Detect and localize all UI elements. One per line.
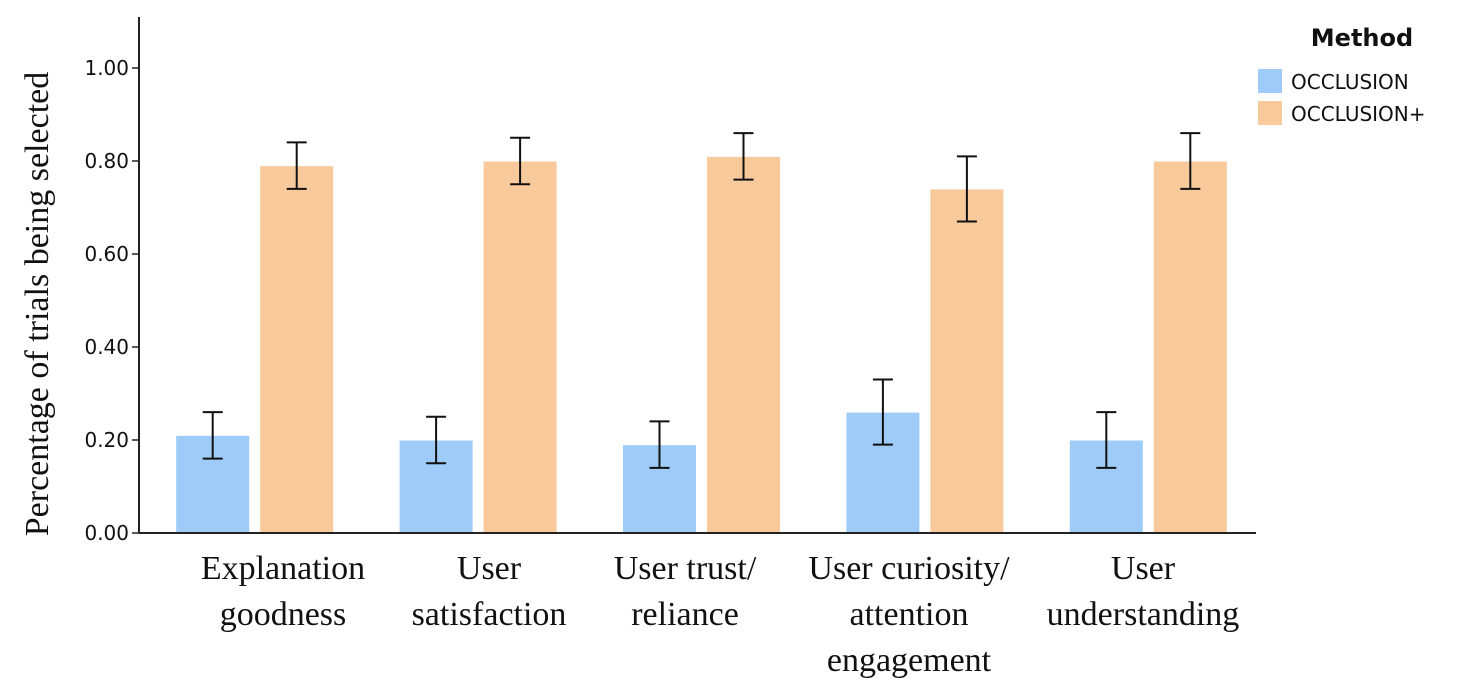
y-tick-label: 1.00	[84, 56, 129, 80]
legend: Method OCCLUSION OCCLUSION+	[1258, 24, 1426, 126]
legend-label: OCCLUSION+	[1291, 102, 1426, 126]
legend-label: OCCLUSION	[1291, 70, 1409, 94]
x-category-label: satisfaction	[412, 596, 567, 633]
y-tick-label: 0.00	[84, 521, 129, 545]
y-ticks: 0.00 0.20 0.40 0.60 0.80 1.00	[84, 56, 139, 545]
x-category-label: reliance	[631, 596, 739, 633]
x-category-label: Explanation	[201, 550, 365, 587]
legend-title: Method	[1311, 24, 1413, 52]
x-category-label: engagement	[827, 642, 992, 679]
x-category-label: User curiosity/	[808, 550, 1010, 587]
x-category-label: User	[457, 550, 522, 587]
legend-swatch	[1258, 101, 1282, 125]
x-category-label: attention	[850, 596, 969, 633]
x-category-label: understanding	[1047, 596, 1240, 633]
y-tick-label: 0.40	[84, 335, 129, 359]
bar-occlusion-plus-0	[259, 165, 335, 534]
y-axis-label: Percentage of trials being selected	[19, 72, 56, 536]
x-category-label: User	[1111, 550, 1176, 587]
x-category-labels: Explanation goodness User satisfaction User …	[201, 550, 1239, 679]
x-category-label: goodness	[220, 596, 347, 633]
y-tick-label: 0.20	[84, 428, 129, 452]
bar-occlusion-plus-2	[706, 155, 781, 534]
bars	[175, 155, 1228, 534]
legend-swatch	[1258, 69, 1282, 93]
error-bars	[202, 132, 1201, 469]
bar-occlusion-plus-3	[929, 188, 1005, 534]
bar-occlusion-plus-4	[1152, 160, 1228, 534]
y-axis-label-group: Percentage of trials being selected	[19, 72, 56, 536]
y-tick-label: 0.80	[84, 149, 129, 173]
x-category-label: User trust/	[614, 550, 757, 587]
bar-occlusion-plus-1	[482, 160, 558, 534]
y-tick-label: 0.60	[84, 242, 129, 266]
